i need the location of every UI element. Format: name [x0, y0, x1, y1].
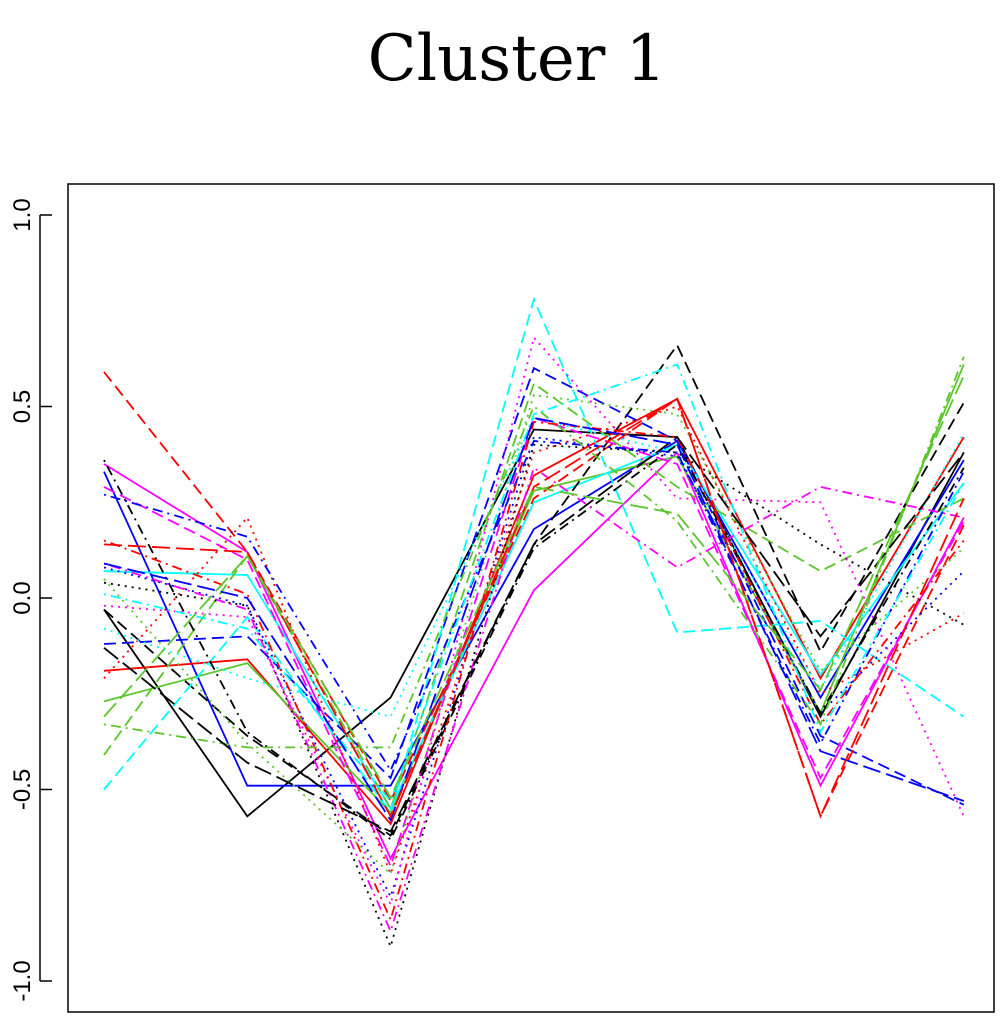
series-line-1 [103, 428, 965, 818]
y-tick-label: -0.5 [9, 769, 36, 810]
series-line-2 [103, 439, 965, 787]
series-line-9 [103, 371, 965, 819]
series-line-26 [103, 416, 965, 823]
series-line-14 [103, 436, 965, 900]
series-line-13 [103, 443, 965, 950]
series-line-10 [103, 416, 965, 869]
y-tick-label: 1.0 [9, 198, 36, 231]
series-line-17 [103, 394, 965, 876]
series-layer [103, 296, 965, 950]
series-line-16 [103, 335, 965, 907]
series-line-28 [103, 375, 965, 800]
series-line-24 [103, 363, 965, 803]
chart-title: Cluster 1 [368, 22, 667, 96]
y-axis: -1.0 -0.5 0.0 0.5 1.0 [9, 198, 52, 1002]
series-line-8 [103, 366, 965, 806]
series-line-15 [103, 405, 965, 877]
series-line-12 [103, 296, 965, 815]
y-tick-label: 0.5 [9, 390, 36, 423]
y-tick-label: 0.0 [9, 581, 36, 614]
series-line-22 [103, 466, 964, 934]
series-line-6 [103, 443, 965, 811]
series-line-11 [103, 382, 965, 811]
series-line-23 [103, 356, 965, 749]
series-line-19 [103, 443, 965, 841]
series-line-3 [103, 397, 965, 826]
series-line-18 [103, 416, 965, 718]
series-line-4 [103, 450, 965, 861]
series-line-25 [103, 435, 965, 833]
series-line-5 [103, 364, 965, 815]
series-line-27 [103, 397, 965, 819]
series-line-20 [103, 440, 965, 773]
series-line-21 [103, 420, 965, 923]
plot-frame [67, 183, 995, 1013]
y-tick-label: -1.0 [9, 960, 36, 1001]
